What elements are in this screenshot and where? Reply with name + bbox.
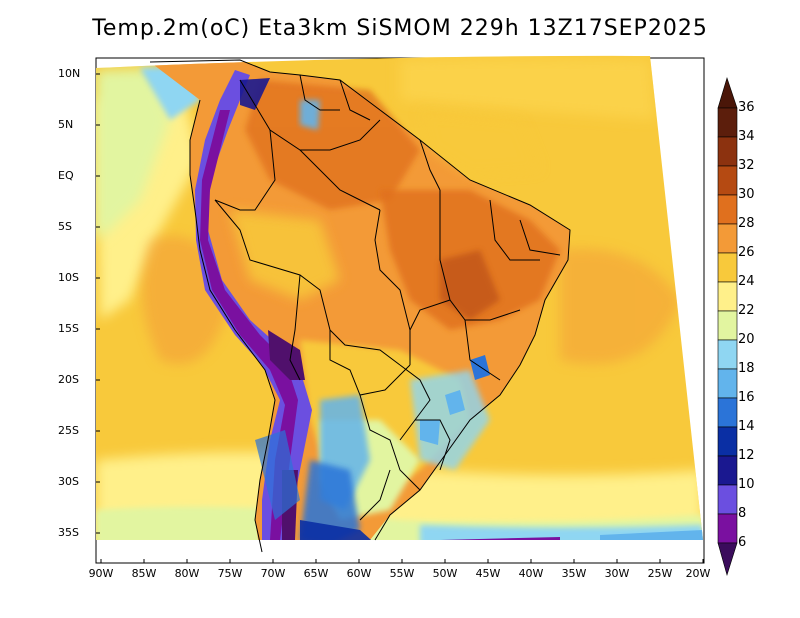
colorbar-label-12: 12 bbox=[738, 448, 755, 463]
colorbar-label-28: 28 bbox=[738, 216, 755, 231]
lon-label-55w: 55W bbox=[389, 567, 415, 580]
lat-label-10s: 10S bbox=[58, 271, 79, 284]
colorbar-bottom-arrow bbox=[717, 542, 738, 577]
political-borders bbox=[149, 59, 571, 553]
lon-label-35w: 35W bbox=[561, 567, 587, 580]
lat-label-30s: 30S bbox=[58, 475, 79, 488]
colorbar-label-32: 32 bbox=[738, 158, 755, 173]
lon-label-70w: 70W bbox=[260, 567, 286, 580]
lon-label-25w: 25W bbox=[647, 567, 673, 580]
lat-label-20s: 20S bbox=[58, 373, 79, 386]
lon-label-75w: 75W bbox=[217, 567, 243, 580]
lat-label-10n: 10N bbox=[58, 67, 81, 80]
colorbar-label-30: 30 bbox=[738, 187, 755, 202]
colorbar-label-24: 24 bbox=[738, 274, 755, 289]
colorbar bbox=[717, 77, 738, 577]
colorbar-label-20: 20 bbox=[738, 332, 755, 347]
axis-ticks bbox=[96, 73, 704, 563]
colorbar-label-34: 34 bbox=[738, 129, 755, 144]
colorbar-label-14: 14 bbox=[738, 419, 755, 434]
colorbar-label-36: 36 bbox=[738, 100, 755, 115]
lon-label-85w: 85W bbox=[131, 567, 157, 580]
lon-label-40w: 40W bbox=[518, 567, 544, 580]
lon-label-80w: 80W bbox=[174, 567, 200, 580]
colorbar-label-26: 26 bbox=[738, 245, 755, 260]
colorbar-label-22: 22 bbox=[738, 303, 755, 318]
colorbar-label-6: 6 bbox=[738, 535, 747, 550]
colorbar-label-8: 8 bbox=[738, 506, 747, 521]
map-title: Temp.2m(oC) Eta3km SiSMOM 229h 13Z17SEP2… bbox=[92, 16, 708, 41]
lat-label-eq: EQ bbox=[58, 169, 74, 182]
lon-label-45w: 45W bbox=[475, 567, 501, 580]
lat-label-35s: 35S bbox=[58, 526, 79, 539]
lat-label-5n: 5N bbox=[58, 118, 74, 131]
lat-label-25s: 25S bbox=[58, 424, 79, 437]
colorbar-top-arrow bbox=[717, 77, 738, 109]
lat-label-5s: 5S bbox=[58, 220, 72, 233]
lon-label-90w: 90W bbox=[88, 567, 114, 580]
temperature-field bbox=[96, 55, 703, 540]
lat-label-15s: 15S bbox=[58, 322, 79, 335]
lon-label-20w: 20W bbox=[685, 567, 711, 580]
colorbar-label-18: 18 bbox=[738, 361, 755, 376]
colorbar-label-10: 10 bbox=[738, 477, 755, 492]
lon-label-65w: 65W bbox=[303, 567, 329, 580]
south-america-landmass bbox=[150, 60, 570, 540]
lon-label-60w: 60W bbox=[346, 567, 372, 580]
lon-label-30w: 30W bbox=[604, 567, 630, 580]
lon-label-50w: 50W bbox=[432, 567, 458, 580]
colorbar-label-16: 16 bbox=[738, 390, 755, 405]
